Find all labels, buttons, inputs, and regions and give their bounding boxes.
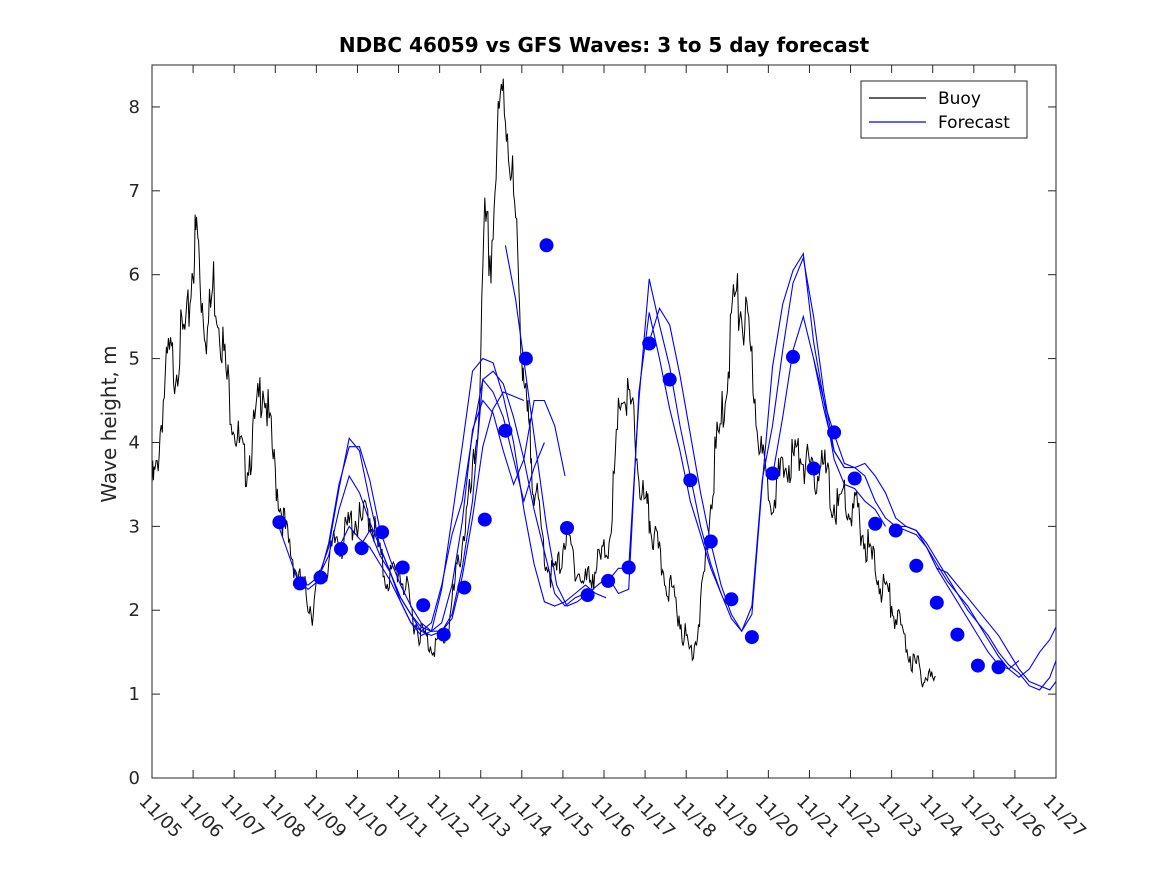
forecast-point-1 [292, 576, 307, 591]
forecast-point-13 [539, 238, 554, 253]
y-tick-label: 0 [129, 768, 140, 789]
legend-box [860, 80, 1028, 139]
chart-title: NDBC 46059 vs GFS Waves: 3 to 5 day fore… [339, 33, 870, 57]
forecast-point-29 [868, 516, 883, 531]
forecast-point-2 [313, 570, 328, 585]
y-tick-label: 6 [129, 265, 140, 286]
y-tick-label: 3 [129, 516, 140, 537]
forecast-run-line-11 [936, 567, 1057, 691]
forecast-point-11 [498, 423, 513, 438]
buoy-series [151, 78, 936, 688]
forecast-point-31 [909, 558, 924, 573]
forecast-point-0 [272, 515, 287, 530]
forecast-points [272, 238, 1006, 675]
y-tick-label: 7 [129, 181, 140, 202]
forecast-point-24 [765, 466, 780, 481]
forecast-point-26 [806, 461, 821, 476]
forecast-point-8 [436, 627, 451, 642]
forecast-point-17 [621, 560, 636, 575]
forecast-point-12 [518, 351, 533, 366]
forecast-point-16 [601, 573, 616, 588]
forecast-point-3 [334, 542, 348, 556]
legend-forecast-label: Forecast [938, 113, 1010, 133]
forecast-point-28 [847, 471, 862, 486]
forecast-point-23 [744, 630, 759, 645]
forecast-point-35 [991, 660, 1006, 675]
y-tick-label: 4 [129, 432, 140, 453]
forecast-point-21 [703, 534, 718, 549]
forecast-point-20 [683, 473, 698, 488]
forecast-point-10 [477, 512, 492, 527]
y-tick-label: 1 [129, 684, 140, 705]
buoy-line [151, 78, 936, 688]
forecast-point-34 [970, 658, 985, 673]
axes-background [152, 65, 1056, 778]
plot-area [152, 65, 1056, 778]
y-axis: 0 1 2 3 4 5 6 7 8 [129, 97, 1056, 789]
forecast-point-19 [662, 372, 677, 387]
forecast-point-4 [354, 541, 369, 556]
forecast-point-32 [929, 595, 944, 610]
forecast-run-line-7 [648, 252, 886, 633]
forecast-point-15 [580, 588, 595, 603]
forecast-point-33 [950, 627, 965, 642]
forecast-point-7 [416, 598, 431, 613]
forecast-run-line-3 [338, 370, 586, 632]
forecast-point-6 [395, 560, 410, 575]
forecast-point-25 [786, 349, 800, 364]
legend: Buoy Forecast [860, 80, 1028, 139]
forecast-point-18 [642, 336, 657, 351]
forecast-point-9 [457, 580, 472, 595]
forecast-point-5 [375, 525, 390, 540]
y-axis-label: Wave height, m [97, 345, 121, 502]
forecast-run-line-9 [813, 358, 1057, 679]
legend-buoy-label: Buoy [938, 89, 981, 109]
y-tick-label: 2 [129, 600, 140, 621]
forecast-run-line-10 [895, 525, 1057, 691]
forecast-point-30 [888, 523, 903, 538]
forecast-point-22 [724, 592, 739, 607]
forecast-point-14 [560, 521, 574, 535]
y-tick-label: 8 [129, 97, 140, 118]
y-tick-label: 5 [129, 349, 140, 370]
forecast-point-27 [827, 425, 842, 440]
